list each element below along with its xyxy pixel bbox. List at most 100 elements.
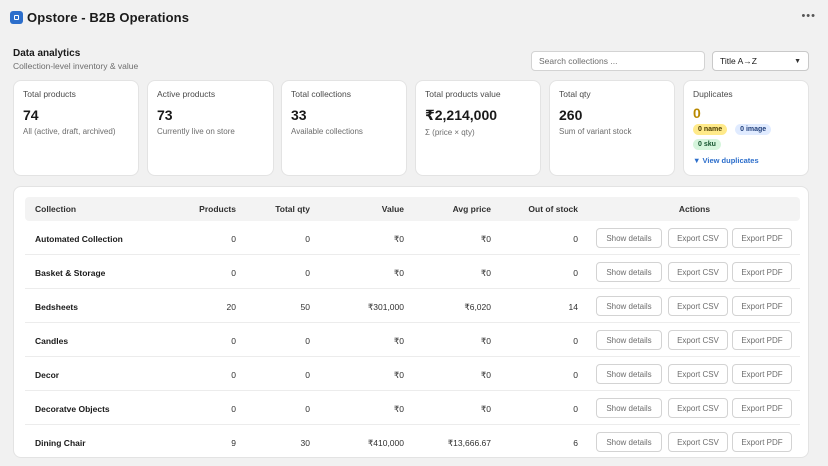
- cell-total-qty: 50: [300, 302, 310, 312]
- cell-out-of-stock: 6: [573, 438, 578, 448]
- cell-avg-price: ₹13,666.67: [447, 438, 491, 448]
- view-duplicates-link[interactable]: ▼ View duplicates: [693, 156, 759, 165]
- header-out-of-stock: Out of stock: [528, 204, 578, 214]
- cell-collection: Bedsheets: [35, 302, 78, 312]
- stat-subtext: Σ (price × qty): [425, 128, 475, 137]
- cell-value: ₹0: [393, 404, 404, 414]
- stat-label: Duplicates: [693, 89, 733, 99]
- export-csv-button[interactable]: Export CSV: [668, 432, 728, 452]
- show-details-button[interactable]: Show details: [596, 296, 662, 316]
- cell-out-of-stock: 0: [573, 404, 578, 414]
- header-total-qty: Total qty: [275, 204, 310, 214]
- stat-label: Total products: [23, 89, 76, 99]
- cell-collection: Dining Chair: [35, 438, 86, 448]
- cell-value: ₹0: [393, 234, 404, 244]
- cell-collection: Decoratve Objects: [35, 404, 110, 414]
- export-csv-button[interactable]: Export CSV: [668, 262, 728, 282]
- export-csv-button[interactable]: Export CSV: [668, 228, 728, 248]
- stat-subtext: All (active, draft, archived): [23, 127, 116, 136]
- export-pdf-button[interactable]: Export PDF: [732, 296, 792, 316]
- cell-out-of-stock: 0: [573, 336, 578, 346]
- stat-subtext: Available collections: [291, 127, 363, 136]
- header-avg-price: Avg price: [452, 204, 491, 214]
- cell-value: ₹0: [393, 370, 404, 380]
- export-csv-button[interactable]: Export CSV: [668, 296, 728, 316]
- export-csv-button[interactable]: Export CSV: [668, 398, 728, 418]
- cell-total-qty: 0: [305, 370, 310, 380]
- show-details-button[interactable]: Show details: [596, 398, 662, 418]
- section-header: Data analytics Collection-level inventor…: [13, 48, 138, 71]
- cell-products: 20: [226, 302, 236, 312]
- cell-products: 9: [231, 438, 236, 448]
- export-csv-button[interactable]: Export CSV: [668, 330, 728, 350]
- show-details-button[interactable]: Show details: [596, 228, 662, 248]
- cell-value: ₹0: [393, 336, 404, 346]
- section-title: Data analytics: [13, 48, 81, 59]
- stat-value: 33: [291, 107, 307, 123]
- cell-total-qty: 0: [305, 234, 310, 244]
- show-details-button[interactable]: Show details: [596, 432, 662, 452]
- show-details-button[interactable]: Show details: [596, 262, 662, 282]
- cell-products: 0: [231, 404, 236, 414]
- stat-card-total-products-value: Total products value ₹2,214,000 Σ (price…: [415, 80, 541, 176]
- duplicate-image-badge: 0 image: [735, 124, 772, 135]
- sort-selected-value: Title A→Z: [720, 56, 757, 66]
- cell-avg-price: ₹0: [480, 404, 491, 414]
- show-details-button[interactable]: Show details: [596, 330, 662, 350]
- stat-card-total-collections: Total collections 33 Available collectio…: [281, 80, 407, 176]
- cell-total-qty: 0: [305, 268, 310, 278]
- cell-out-of-stock: 14: [568, 302, 578, 312]
- export-pdf-button[interactable]: Export PDF: [732, 330, 792, 350]
- stat-subtext: Currently live on store: [157, 127, 235, 136]
- cell-products: 0: [231, 268, 236, 278]
- cell-avg-price: ₹0: [480, 370, 491, 380]
- stat-label: Total collections: [291, 89, 352, 99]
- cell-out-of-stock: 0: [573, 370, 578, 380]
- header-value: Value: [381, 204, 404, 214]
- header-collection: Collection: [35, 204, 77, 214]
- stat-label: Active products: [157, 89, 216, 99]
- sort-select[interactable]: Title A→Z ▼: [712, 51, 809, 71]
- export-pdf-button[interactable]: Export PDF: [732, 228, 792, 248]
- cell-value: ₹0: [393, 268, 404, 278]
- table-row: Basket & Storage 0 0 ₹0 ₹0 0 Show detail…: [25, 255, 800, 289]
- cell-products: 0: [231, 370, 236, 380]
- stat-subtext: Sum of variant stock: [559, 127, 632, 136]
- table-row: Bedsheets 20 50 ₹301,000 ₹6,020 14 Show …: [25, 289, 800, 323]
- header-actions: Actions: [678, 204, 711, 214]
- top-bar: Opstore - B2B Operations •••: [0, 0, 828, 34]
- cell-collection: Decor: [35, 370, 60, 380]
- cell-collection: Basket & Storage: [35, 268, 106, 278]
- cell-collection: Automated Collection: [35, 234, 123, 244]
- collections-table: Collection Products Total qty Value Avg …: [13, 186, 809, 458]
- more-options-icon[interactable]: •••: [801, 10, 816, 22]
- export-csv-button[interactable]: Export CSV: [668, 364, 728, 384]
- export-pdf-button[interactable]: Export PDF: [732, 432, 792, 452]
- table-row: Decor 0 0 ₹0 ₹0 0 Show details Export CS…: [25, 357, 800, 391]
- cell-avg-price: ₹0: [480, 234, 491, 244]
- stat-card-total-qty: Total qty 260 Sum of variant stock: [549, 80, 675, 176]
- export-pdf-button[interactable]: Export PDF: [732, 262, 792, 282]
- duplicate-badges: 0 name 0 image 0 sku: [693, 124, 793, 150]
- stat-value: 74: [23, 107, 39, 123]
- cell-avg-price: ₹0: [480, 268, 491, 278]
- cell-products: 0: [231, 336, 236, 346]
- export-pdf-button[interactable]: Export PDF: [732, 398, 792, 418]
- table-row: Decoratve Objects 0 0 ₹0 ₹0 0 Show detai…: [25, 391, 800, 425]
- cell-products: 0: [231, 234, 236, 244]
- table-header: Collection Products Total qty Value Avg …: [25, 197, 800, 221]
- chevron-down-icon: ▼: [794, 57, 801, 65]
- export-pdf-button[interactable]: Export PDF: [732, 364, 792, 384]
- app-logo-icon: [10, 10, 23, 24]
- stat-value: 0: [693, 105, 701, 121]
- table-row: Dining Chair 9 30 ₹410,000 ₹13,666.67 6 …: [25, 425, 800, 457]
- cell-out-of-stock: 0: [573, 234, 578, 244]
- cell-avg-price: ₹0: [480, 336, 491, 346]
- app-title: Opstore - B2B Operations: [27, 9, 190, 25]
- search-input[interactable]: [531, 51, 705, 71]
- show-details-button[interactable]: Show details: [596, 364, 662, 384]
- stat-value: ₹2,214,000: [425, 107, 498, 123]
- stat-label: Total qty: [559, 89, 591, 99]
- cell-total-qty: 30: [300, 438, 310, 448]
- table-row: Candles 0 0 ₹0 ₹0 0 Show details Export …: [25, 323, 800, 357]
